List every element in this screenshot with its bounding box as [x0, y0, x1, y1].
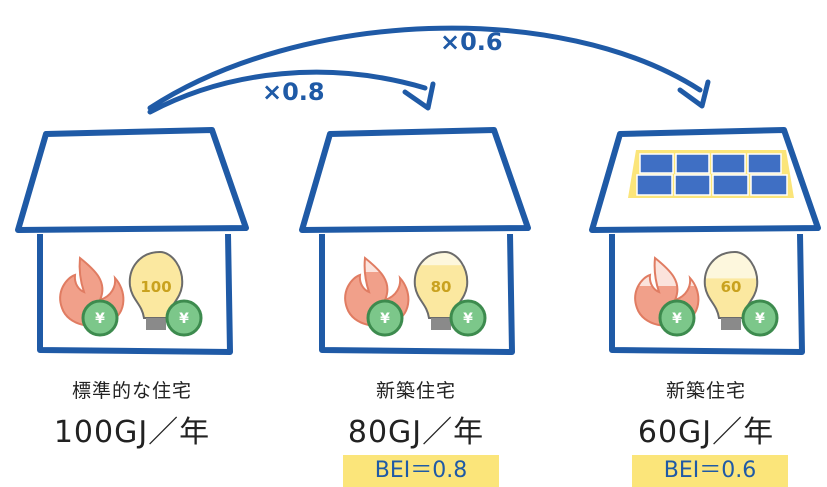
- svg-text:¥: ¥: [95, 311, 105, 327]
- house-title: 新築住宅: [665, 380, 746, 402]
- svg-text:¥: ¥: [755, 311, 765, 327]
- yen-coin-icon: ¥: [81, 299, 119, 337]
- house-roof: [299, 127, 531, 233]
- arrow-label-x0.6: ×0.6: [440, 28, 503, 56]
- bulb-value: 100: [140, 278, 171, 296]
- arrow-x0.6: ×0.6: [147, 25, 711, 111]
- house-body: [609, 233, 805, 355]
- house-body: [37, 233, 233, 355]
- yen-coin-icon: ¥: [449, 299, 487, 337]
- bei-badge-0.6: BEI＝0.6: [632, 455, 788, 487]
- house-caption-new-1: 新築住宅 80GJ／年: [302, 376, 530, 451]
- house-body: [319, 233, 515, 355]
- bei-badge-0.8: BEI＝0.8: [343, 455, 499, 487]
- arrow-x0.8: ×0.8: [147, 69, 436, 115]
- house-new-bei-0.6: ¥ 60 ¥: [589, 127, 821, 355]
- house-caption-new-2: 新築住宅 60GJ／年: [592, 376, 820, 451]
- house-energy: 60GJ／年: [637, 415, 775, 450]
- house-title: 新築住宅: [375, 380, 456, 402]
- bulb-value: 80: [431, 278, 452, 296]
- arrow-head-x0.8: [402, 81, 436, 111]
- yen-coin-icon: ¥: [165, 299, 203, 337]
- svg-text:¥: ¥: [672, 311, 682, 327]
- arrow-line-x0.6: [147, 25, 703, 111]
- house-new-bei-0.8: ¥ 80 ¥: [299, 127, 531, 355]
- solar-panel-icon: [628, 150, 794, 198]
- house-roof: [15, 127, 249, 233]
- svg-text:¥: ¥: [463, 311, 473, 327]
- house-energy: 80GJ／年: [347, 415, 485, 450]
- bulb-value: 60: [721, 278, 742, 296]
- arrow-label-x0.8: ×0.8: [262, 78, 325, 106]
- house-energy: 100GJ／年: [53, 415, 211, 450]
- house-title: 標準的な住宅: [71, 380, 192, 402]
- svg-text:¥: ¥: [179, 311, 189, 327]
- svg-text:¥: ¥: [380, 311, 390, 327]
- yen-coin-icon: ¥: [741, 299, 779, 337]
- arrow-head-x0.6: [677, 79, 711, 109]
- yen-coin-icon: ¥: [658, 299, 696, 337]
- house-standard: ¥ 100 ¥: [15, 127, 249, 355]
- house-caption-standard: 標準的な住宅 100GJ／年: [18, 376, 246, 451]
- arrow-line-x0.8: [147, 69, 428, 115]
- yen-coin-icon: ¥: [366, 299, 404, 337]
